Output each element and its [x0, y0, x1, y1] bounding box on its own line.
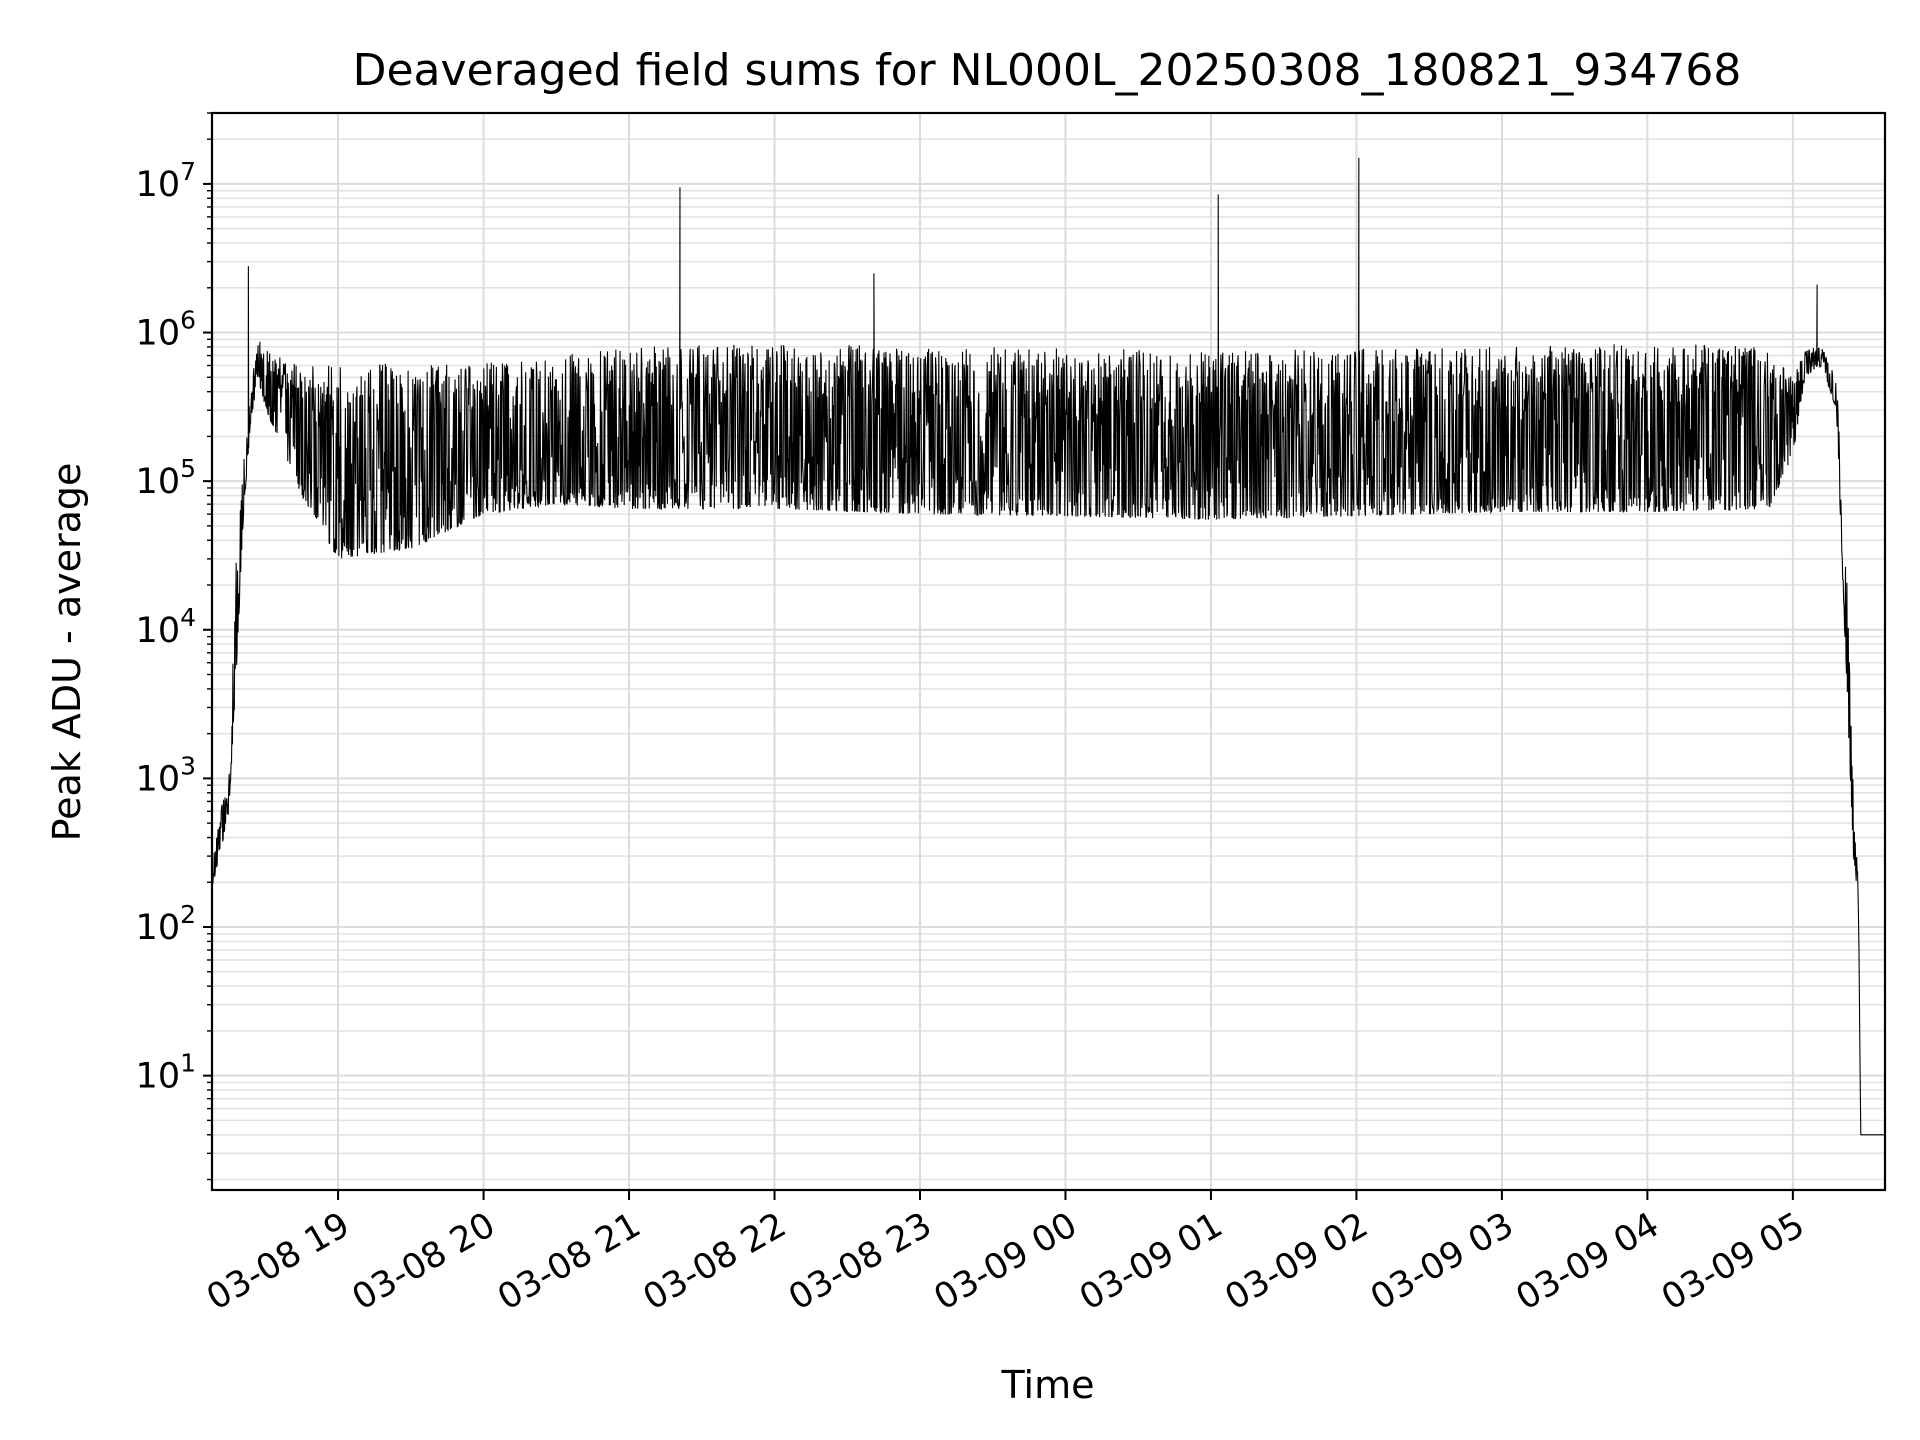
y-axis-label: Peak ADU - average — [45, 463, 89, 842]
plot-frame — [210, 111, 1887, 1192]
x-tick-label: 03-09 03 — [1364, 1205, 1520, 1318]
chart-title: Deaveraged field sums for NL000L_2025030… — [353, 45, 1742, 96]
data-series-line — [211, 157, 1885, 1136]
x-tick-label: 03-08 21 — [491, 1205, 647, 1318]
x-tick-label: 03-09 01 — [1073, 1205, 1229, 1318]
x-tick-label: 03-08 23 — [782, 1205, 938, 1318]
y-tick-label: 105 — [136, 454, 196, 502]
y-tick-label: 104 — [136, 603, 196, 651]
x-tick-label: 03-09 00 — [928, 1205, 1084, 1318]
x-tick-label: 03-09 02 — [1219, 1205, 1375, 1318]
y-tick-label: 106 — [136, 306, 196, 354]
y-tick-label: 103 — [136, 751, 196, 799]
x-tick-label: 03-08 22 — [637, 1205, 793, 1318]
x-axis-label: Time — [1001, 1363, 1095, 1407]
y-axis: 101 102 103 104 105 106 107 — [136, 112, 212, 1181]
y-tick-label: 101 — [136, 1049, 196, 1097]
y-tick-label: 107 — [136, 157, 196, 205]
x-tick-label: 03-09 05 — [1655, 1205, 1811, 1318]
x-tick-label: 03-09 04 — [1510, 1205, 1666, 1318]
grid-lines — [212, 112, 1885, 1190]
x-tick-label: 03-08 19 — [200, 1205, 356, 1318]
y-tick-label: 102 — [136, 900, 196, 948]
x-tick-label: 03-08 20 — [346, 1205, 502, 1318]
series-group — [211, 157, 1885, 1136]
